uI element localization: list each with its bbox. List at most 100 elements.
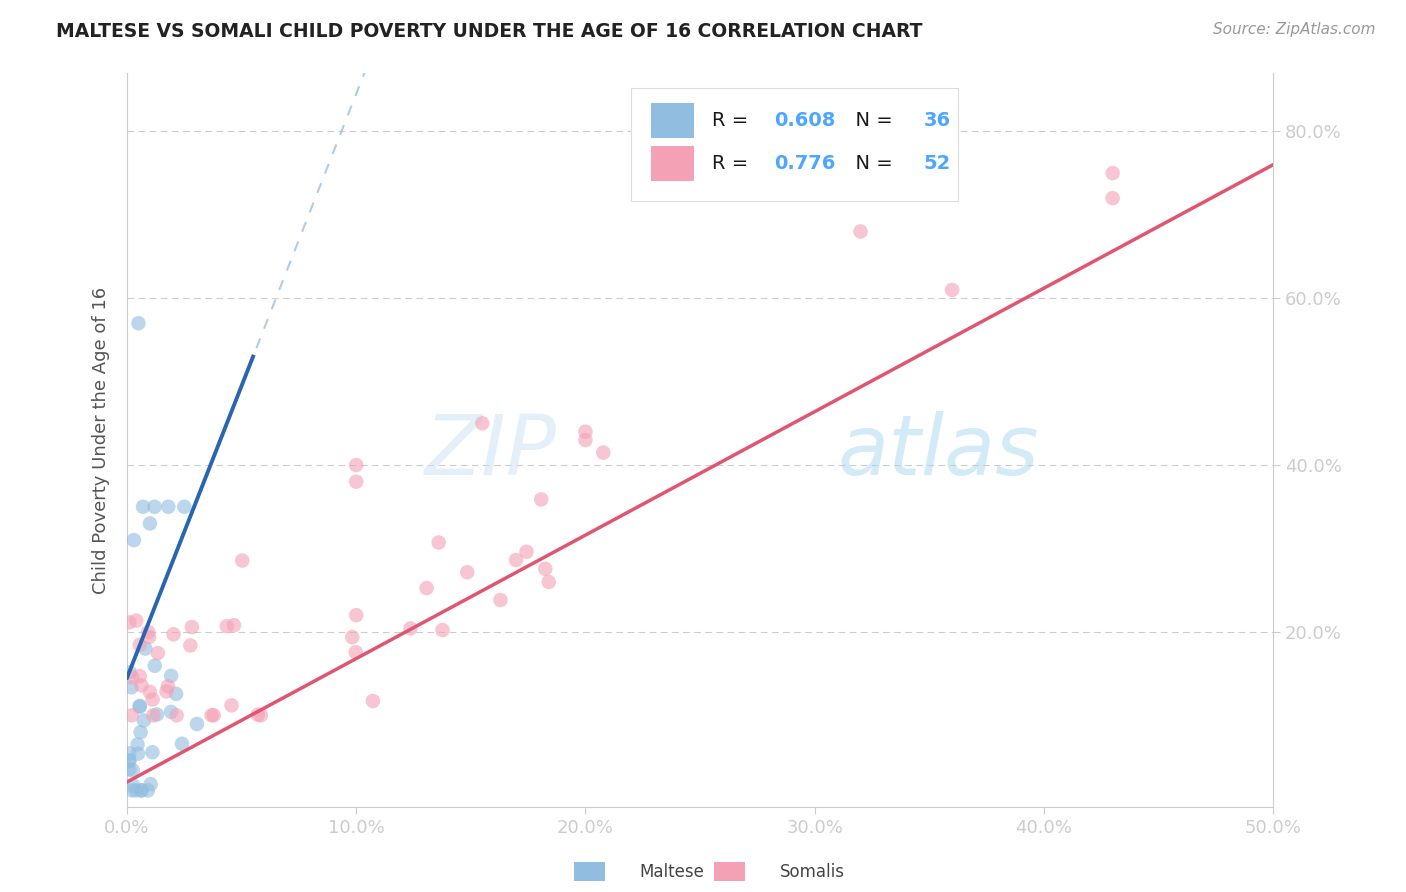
Point (537, 574, 560, 589)
Point (139, 777, 162, 791)
Point (344, 608, 367, 623)
Point (127, 738, 149, 752)
Point (128, 699, 150, 714)
Point (515, 545, 537, 559)
Point (146, 707, 169, 722)
Point (1101, 191, 1123, 205)
Point (1101, 166, 1123, 180)
Point (131, 678, 153, 692)
Point (128, 638, 150, 652)
Point (118, 753, 141, 767)
Point (141, 745, 163, 759)
Point (342, 630, 364, 644)
Point (530, 492, 553, 507)
Point (941, 283, 963, 297)
Point (142, 708, 165, 723)
Bar (651, 103, 695, 138)
Point (344, 645, 367, 659)
Text: atlas: atlas (838, 410, 1039, 491)
Point (134, 641, 156, 656)
Point (155, 684, 177, 698)
Point (128, 669, 150, 683)
Point (246, 707, 269, 722)
Point (432, 623, 454, 637)
Text: R =: R = (711, 112, 754, 130)
Point (118, 747, 141, 761)
Point (471, 417, 494, 431)
Point (118, 763, 141, 777)
Point (132, 500, 155, 514)
Point (574, 433, 596, 447)
Point (141, 692, 163, 706)
Point (118, 665, 141, 680)
Point (186, 717, 208, 731)
Text: Source: ZipAtlas.com: Source: ZipAtlas.com (1212, 22, 1375, 37)
Point (118, 615, 141, 630)
Point (146, 646, 169, 660)
Point (138, 625, 160, 640)
Point (127, 747, 149, 761)
Point (121, 670, 143, 684)
Point (118, 754, 141, 768)
Point (143, 658, 166, 673)
Text: Maltese: Maltese (640, 863, 704, 881)
Point (222, 618, 245, 632)
Text: R =: R = (711, 153, 754, 173)
Point (250, 708, 273, 723)
Point (399, 621, 422, 635)
Y-axis label: Child Poverty Under the Age of 16: Child Poverty Under the Age of 16 (93, 286, 110, 593)
Point (415, 581, 437, 595)
Point (139, 516, 162, 531)
Point (166, 708, 188, 723)
Point (122, 533, 145, 548)
Point (157, 500, 180, 514)
Text: N =: N = (844, 153, 900, 173)
Point (128, 698, 150, 713)
Point (122, 779, 145, 793)
Point (170, 737, 193, 751)
Point (160, 669, 183, 683)
Text: 52: 52 (924, 153, 950, 173)
Point (138, 630, 160, 644)
Point (592, 445, 614, 459)
Point (121, 764, 143, 778)
Text: Somalis: Somalis (780, 863, 845, 881)
Point (129, 725, 152, 739)
FancyBboxPatch shape (631, 87, 957, 202)
Bar (651, 145, 695, 181)
Point (505, 553, 527, 567)
Text: 36: 36 (924, 112, 950, 130)
Point (231, 553, 253, 567)
Point (489, 593, 512, 607)
Point (129, 783, 152, 797)
Point (221, 698, 243, 713)
Point (361, 694, 384, 708)
Point (344, 458, 367, 472)
Point (160, 705, 183, 719)
Point (143, 500, 166, 514)
Point (427, 535, 450, 549)
Point (202, 708, 225, 723)
Point (136, 783, 159, 797)
Point (849, 224, 872, 238)
Text: 0.608: 0.608 (775, 112, 837, 130)
Point (534, 562, 557, 576)
Point (179, 639, 201, 653)
Point (121, 708, 143, 723)
Point (120, 681, 142, 695)
Point (574, 425, 596, 439)
Text: N =: N = (844, 112, 900, 130)
Point (215, 619, 238, 633)
Point (156, 679, 179, 693)
Point (139, 685, 162, 699)
Text: 0.776: 0.776 (775, 153, 837, 173)
Point (344, 475, 367, 489)
Text: MALTESE VS SOMALI CHILD POVERTY UNDER THE AGE OF 16 CORRELATION CHART: MALTESE VS SOMALI CHILD POVERTY UNDER TH… (56, 22, 922, 41)
Point (173, 500, 195, 514)
Point (121, 783, 143, 797)
Point (180, 620, 202, 634)
Point (162, 627, 184, 641)
Point (131, 783, 153, 797)
Point (165, 687, 187, 701)
Point (127, 316, 149, 330)
